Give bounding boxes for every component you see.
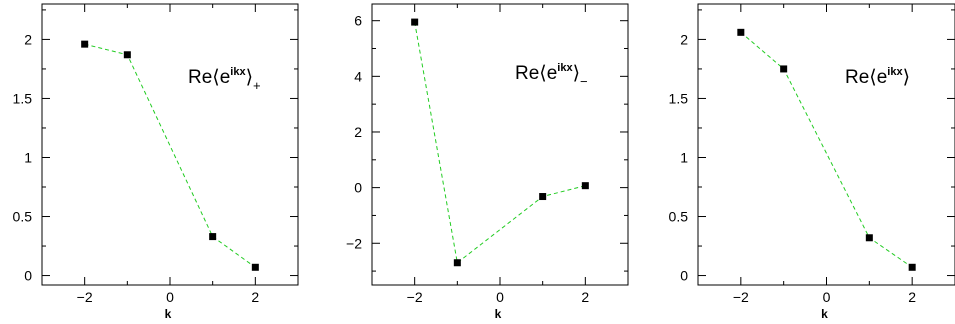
y-tick-label: 1 — [680, 149, 688, 165]
x-tick-label: −2 — [407, 289, 423, 305]
y-tick-label: 2 — [24, 31, 32, 47]
y-tick-label: 0.5 — [13, 209, 33, 225]
y-tick-label: 0.5 — [669, 209, 689, 225]
chart-panel-left: −2 0 2 0 0.5 1 1.5 2 k Re⟨eikx⟩+ — [13, 3, 299, 321]
data-point — [865, 234, 873, 242]
data-point — [251, 263, 259, 271]
x-axis-label: k — [165, 307, 172, 321]
data-point — [581, 182, 589, 190]
y-tick-label: 2 — [354, 124, 362, 140]
series-line — [414, 21, 586, 264]
data-point — [539, 193, 547, 201]
data-point — [123, 51, 131, 59]
y-tick-label: 1 — [24, 149, 32, 165]
y-tick-label: 0 — [680, 268, 688, 284]
chart-panel-right: −2 0 2 0 0.5 1 1.5 2 k Re⟨eikx⟩ — [669, 3, 955, 321]
x-axis-label: k — [821, 307, 828, 321]
y-tick-label: 2 — [680, 31, 688, 47]
data-point — [209, 233, 217, 241]
data-point — [81, 40, 89, 48]
x-tick-label: 2 — [581, 289, 589, 305]
chart-panel-middle: −2 0 2 −2 0 2 4 6 k Re⟨eikx⟩− — [346, 3, 629, 321]
y-tick-label: −2 — [346, 235, 362, 251]
y-tick-label: 0 — [24, 268, 32, 284]
annotation: Re⟨eikx⟩ — [845, 66, 910, 88]
x-tick-label: −2 — [77, 289, 93, 305]
x-tick-label: 0 — [496, 289, 504, 305]
y-tick-label: 4 — [354, 68, 362, 84]
data-point — [411, 18, 419, 26]
data-point — [737, 28, 745, 36]
x-tick-label: 0 — [166, 289, 174, 305]
y-tick-label: 0 — [354, 180, 362, 196]
data-point — [780, 65, 788, 73]
series-line — [740, 31, 913, 268]
plot-frame — [697, 3, 955, 286]
annotation: Re⟨eikx⟩− — [515, 62, 588, 89]
x-tick-label: 2 — [251, 289, 259, 305]
y-tick-label: 1.5 — [13, 90, 33, 106]
annotation: Re⟨eikx⟩+ — [188, 66, 261, 93]
data-point — [453, 259, 461, 267]
y-tick-label: 6 — [354, 13, 362, 29]
x-tick-label: 2 — [908, 289, 916, 305]
data-point — [908, 263, 916, 271]
plot-frame — [41, 3, 299, 286]
series-line — [84, 43, 256, 268]
x-axis-label: k — [495, 307, 502, 321]
x-tick-label: 0 — [823, 289, 831, 305]
plot-frame — [371, 3, 629, 286]
x-tick-label: −2 — [733, 289, 749, 305]
y-tick-label: 1.5 — [669, 90, 689, 106]
